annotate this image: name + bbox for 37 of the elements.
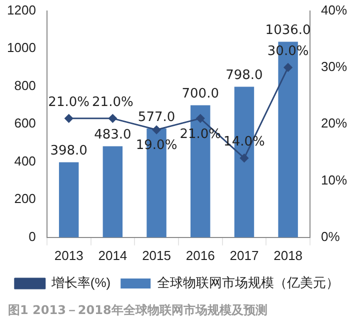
x-tick-label: 2013 [54,248,84,263]
point [152,126,161,134]
legend-label: 增长率(%) [50,275,111,290]
y2-tick-label: 30% [320,59,348,74]
data-label: 577.0 [138,110,176,125]
y-tick-label: 800 [14,78,36,93]
y2-tick-label: 40% [320,2,348,18]
point [284,63,292,72]
point [64,114,74,123]
y-tick-label: 1000 [7,40,36,56]
y2-tick-label: 20% [320,116,348,131]
bar [58,162,79,238]
point [240,154,248,162]
y2-tick-label: 10% [320,172,348,188]
data-label: 21.0% [92,94,134,110]
point [196,114,205,123]
point [108,114,117,123]
bar [102,146,123,238]
y-tick-label: 600 [14,116,36,131]
y2-tick-label: 0% [320,228,340,244]
x-tick-label: 2014 [98,248,128,263]
caption: 图1 2013－2018年全球物联网市场规模及预测 [7,302,268,319]
data-label: 21.0% [48,94,90,110]
x-tick-label: 2015 [142,248,171,263]
data-label: 798.0 [226,68,263,84]
y-tick-label: 0 [28,228,36,244]
data-label: 398.0 [50,144,88,159]
data-label: 700.0 [182,86,219,102]
y-tick-label: 400 [14,153,36,168]
data-label: 483.0 [94,128,132,143]
y-tick-label: 1200 [7,2,36,18]
data-label: 1036.0 [265,23,311,38]
x-tick-label: 2017 [230,248,259,263]
x-tick-label: 2018 [274,248,303,263]
x-tick-label: 2016 [186,248,215,263]
y-tick-label: 200 [14,191,36,206]
legend-label: 全球物联网市场规模（亿美元） [157,275,340,290]
